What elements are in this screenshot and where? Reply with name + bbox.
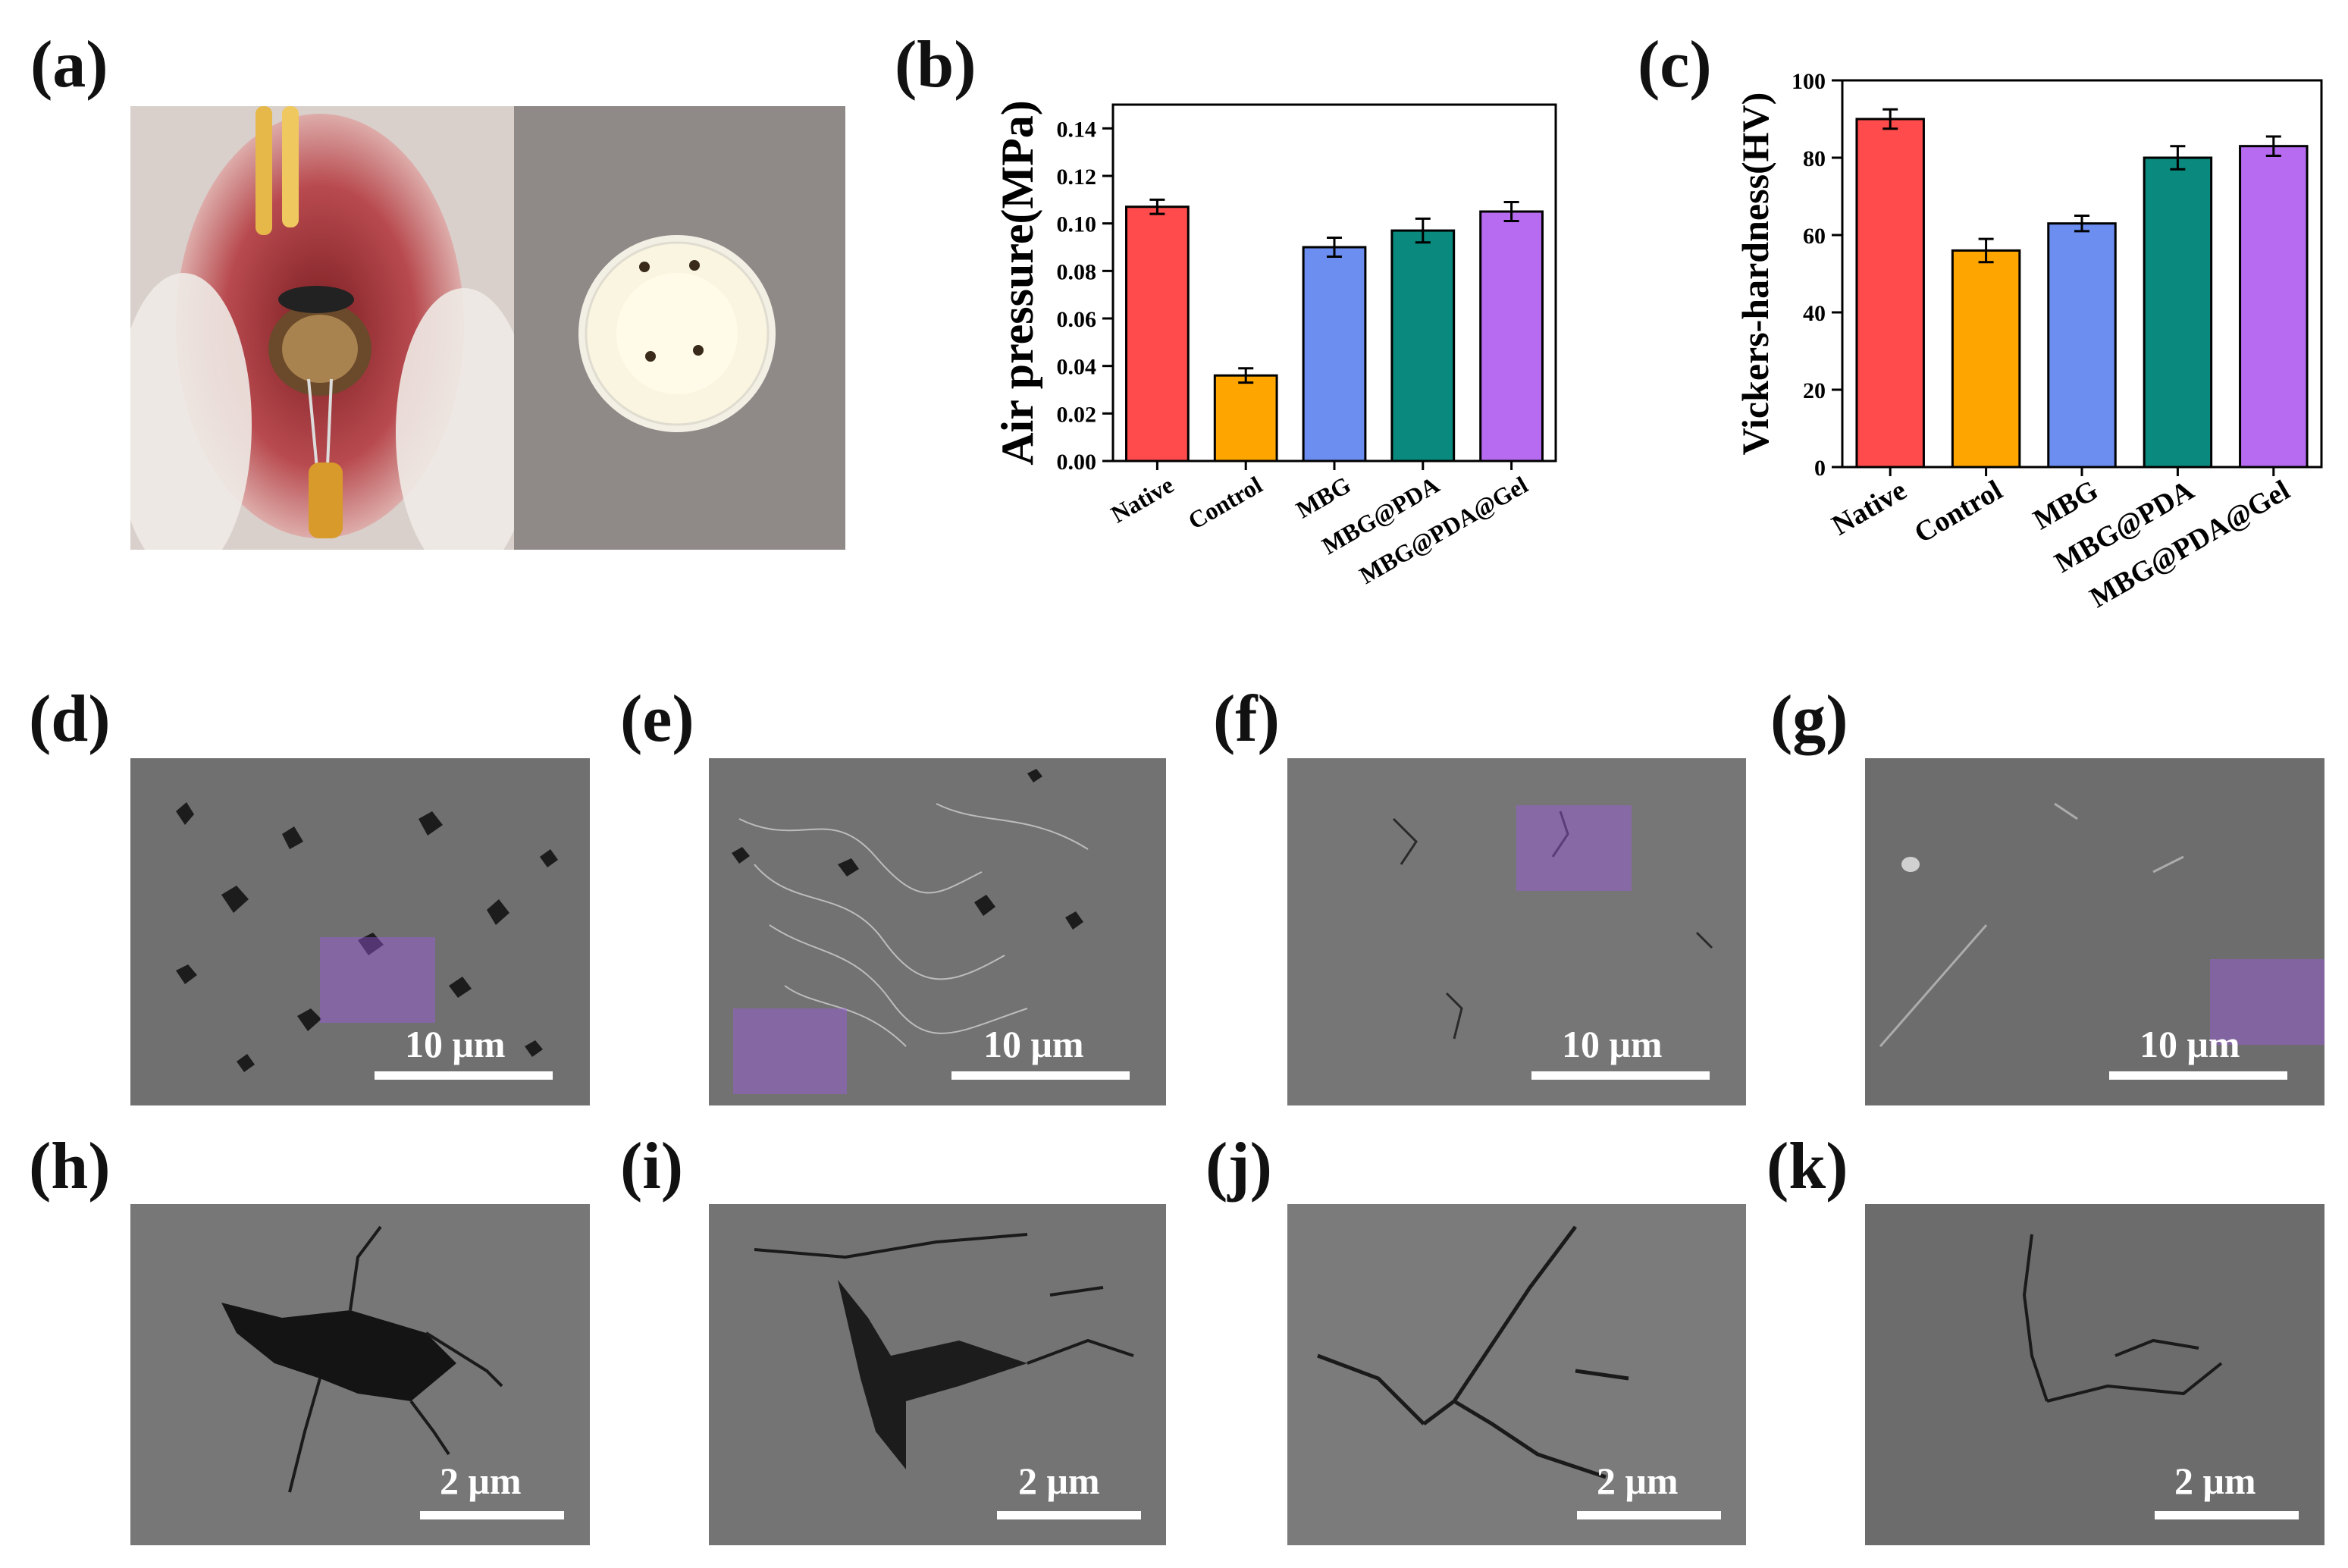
y-tick-label: 0.14 bbox=[1057, 117, 1097, 142]
y-tick-label: 0.10 bbox=[1057, 212, 1097, 237]
bar-mbg-pda-gel bbox=[2239, 145, 2309, 469]
roi-box-f bbox=[1516, 805, 1632, 891]
scale-label-h: 2 μm bbox=[440, 1460, 522, 1502]
sem-image-g: 10 μm bbox=[1865, 758, 2324, 1105]
sem-image-k: 2 μm bbox=[1865, 1204, 2324, 1545]
bar-mbg bbox=[1302, 246, 1367, 463]
bar-native bbox=[1855, 118, 1925, 469]
bar-mbg-pda bbox=[1390, 229, 1456, 463]
sem-image-d: 10 μm bbox=[130, 758, 590, 1105]
scale-bar-e bbox=[951, 1071, 1130, 1080]
y-tick-label: 0 bbox=[1814, 456, 1826, 481]
tooth-sample-photo bbox=[514, 106, 845, 550]
bar-control bbox=[1951, 249, 2021, 469]
bar-mbg-pda-gel bbox=[1479, 210, 1544, 463]
panel-label-a: (a) bbox=[30, 28, 108, 102]
rat-mouth-photo bbox=[130, 106, 514, 550]
x-tick-label: Native bbox=[1826, 474, 1911, 541]
roi-box-g bbox=[2210, 959, 2324, 1045]
bar-mbg bbox=[2047, 222, 2117, 469]
panel-label-d: (d) bbox=[29, 682, 111, 756]
scale-bar-f bbox=[1531, 1071, 1710, 1080]
y-axis-label: Air pressure(MPa) bbox=[992, 100, 1042, 466]
scale-label-e: 10 μm bbox=[983, 1023, 1084, 1065]
y-tick-label: 0.08 bbox=[1057, 259, 1097, 284]
sem-image-i: 2 μm bbox=[709, 1204, 1166, 1545]
scale-bar-g bbox=[2109, 1071, 2287, 1080]
air-pressure-chart: 0.00 0.02 0.04 0.06 0.08 0.10 0.12 0.14 Air pres… bbox=[992, 100, 1557, 589]
scale-bar-j bbox=[1577, 1511, 1721, 1519]
y-tick-label: 0.04 bbox=[1057, 355, 1097, 380]
panel-label-f: (f) bbox=[1213, 682, 1280, 756]
sem-image-e: 10 μm bbox=[709, 758, 1166, 1105]
panel-label-b: (b) bbox=[895, 28, 977, 102]
scale-label-g: 10 μm bbox=[2140, 1023, 2240, 1065]
panel-label-e: (e) bbox=[620, 682, 694, 756]
panel-label-j: (j) bbox=[1205, 1130, 1272, 1203]
scale-bar-d bbox=[375, 1071, 553, 1080]
y-tick-label: 0.12 bbox=[1057, 165, 1097, 190]
y-tick-label: 60 bbox=[1803, 224, 1826, 249]
scale-bar-h bbox=[420, 1511, 564, 1519]
scale-label-k: 2 μm bbox=[2174, 1460, 2256, 1502]
scale-label-j: 2 μm bbox=[1597, 1460, 1679, 1502]
panel-label-i: (i) bbox=[620, 1130, 684, 1203]
scale-bar-k bbox=[2155, 1511, 2299, 1519]
panel-label-h: (h) bbox=[29, 1130, 111, 1203]
y-tick-label: 20 bbox=[1803, 378, 1826, 403]
x-tick-label: Native bbox=[1106, 471, 1178, 528]
roi-box-e bbox=[733, 1008, 847, 1094]
scale-label-d: 10 μm bbox=[405, 1023, 506, 1065]
sem-image-j: 2 μm bbox=[1287, 1204, 1746, 1545]
scale-bar-i bbox=[997, 1511, 1141, 1519]
scale-label-f: 10 μm bbox=[1562, 1023, 1663, 1065]
x-tick-label: Control bbox=[1909, 474, 2008, 549]
scale-label-i: 2 μm bbox=[1018, 1460, 1100, 1502]
x-tick-label: Control bbox=[1183, 471, 1267, 535]
y-tick-label: 100 bbox=[1792, 69, 1826, 94]
sem-image-f: 10 μm bbox=[1287, 758, 1746, 1105]
sem-image-h: 2 μm bbox=[130, 1204, 590, 1545]
x-tick-label: MBG bbox=[1291, 471, 1355, 523]
bar-mbg-pda bbox=[2143, 156, 2213, 469]
y-tick-label: 80 bbox=[1803, 146, 1826, 171]
roi-box-d bbox=[320, 937, 435, 1023]
y-tick-label: 40 bbox=[1803, 301, 1826, 326]
bar-native bbox=[1125, 205, 1190, 463]
panel-label-k: (k) bbox=[1766, 1130, 1848, 1203]
vickers-hardness-chart: 0 20 40 60 80 100 Vickers-hardness(HV) NativeCo… bbox=[1734, 69, 2323, 614]
panel-label-c: (c) bbox=[1638, 28, 1712, 102]
y-tick-label: 0.00 bbox=[1057, 450, 1097, 475]
panel-label-g: (g) bbox=[1770, 682, 1848, 756]
bar-control bbox=[1213, 374, 1278, 463]
y-axis-label: Vickers-hardness(HV) bbox=[1734, 93, 1776, 456]
y-tick-label: 0.02 bbox=[1057, 402, 1097, 427]
y-tick-label: 0.06 bbox=[1057, 307, 1097, 332]
